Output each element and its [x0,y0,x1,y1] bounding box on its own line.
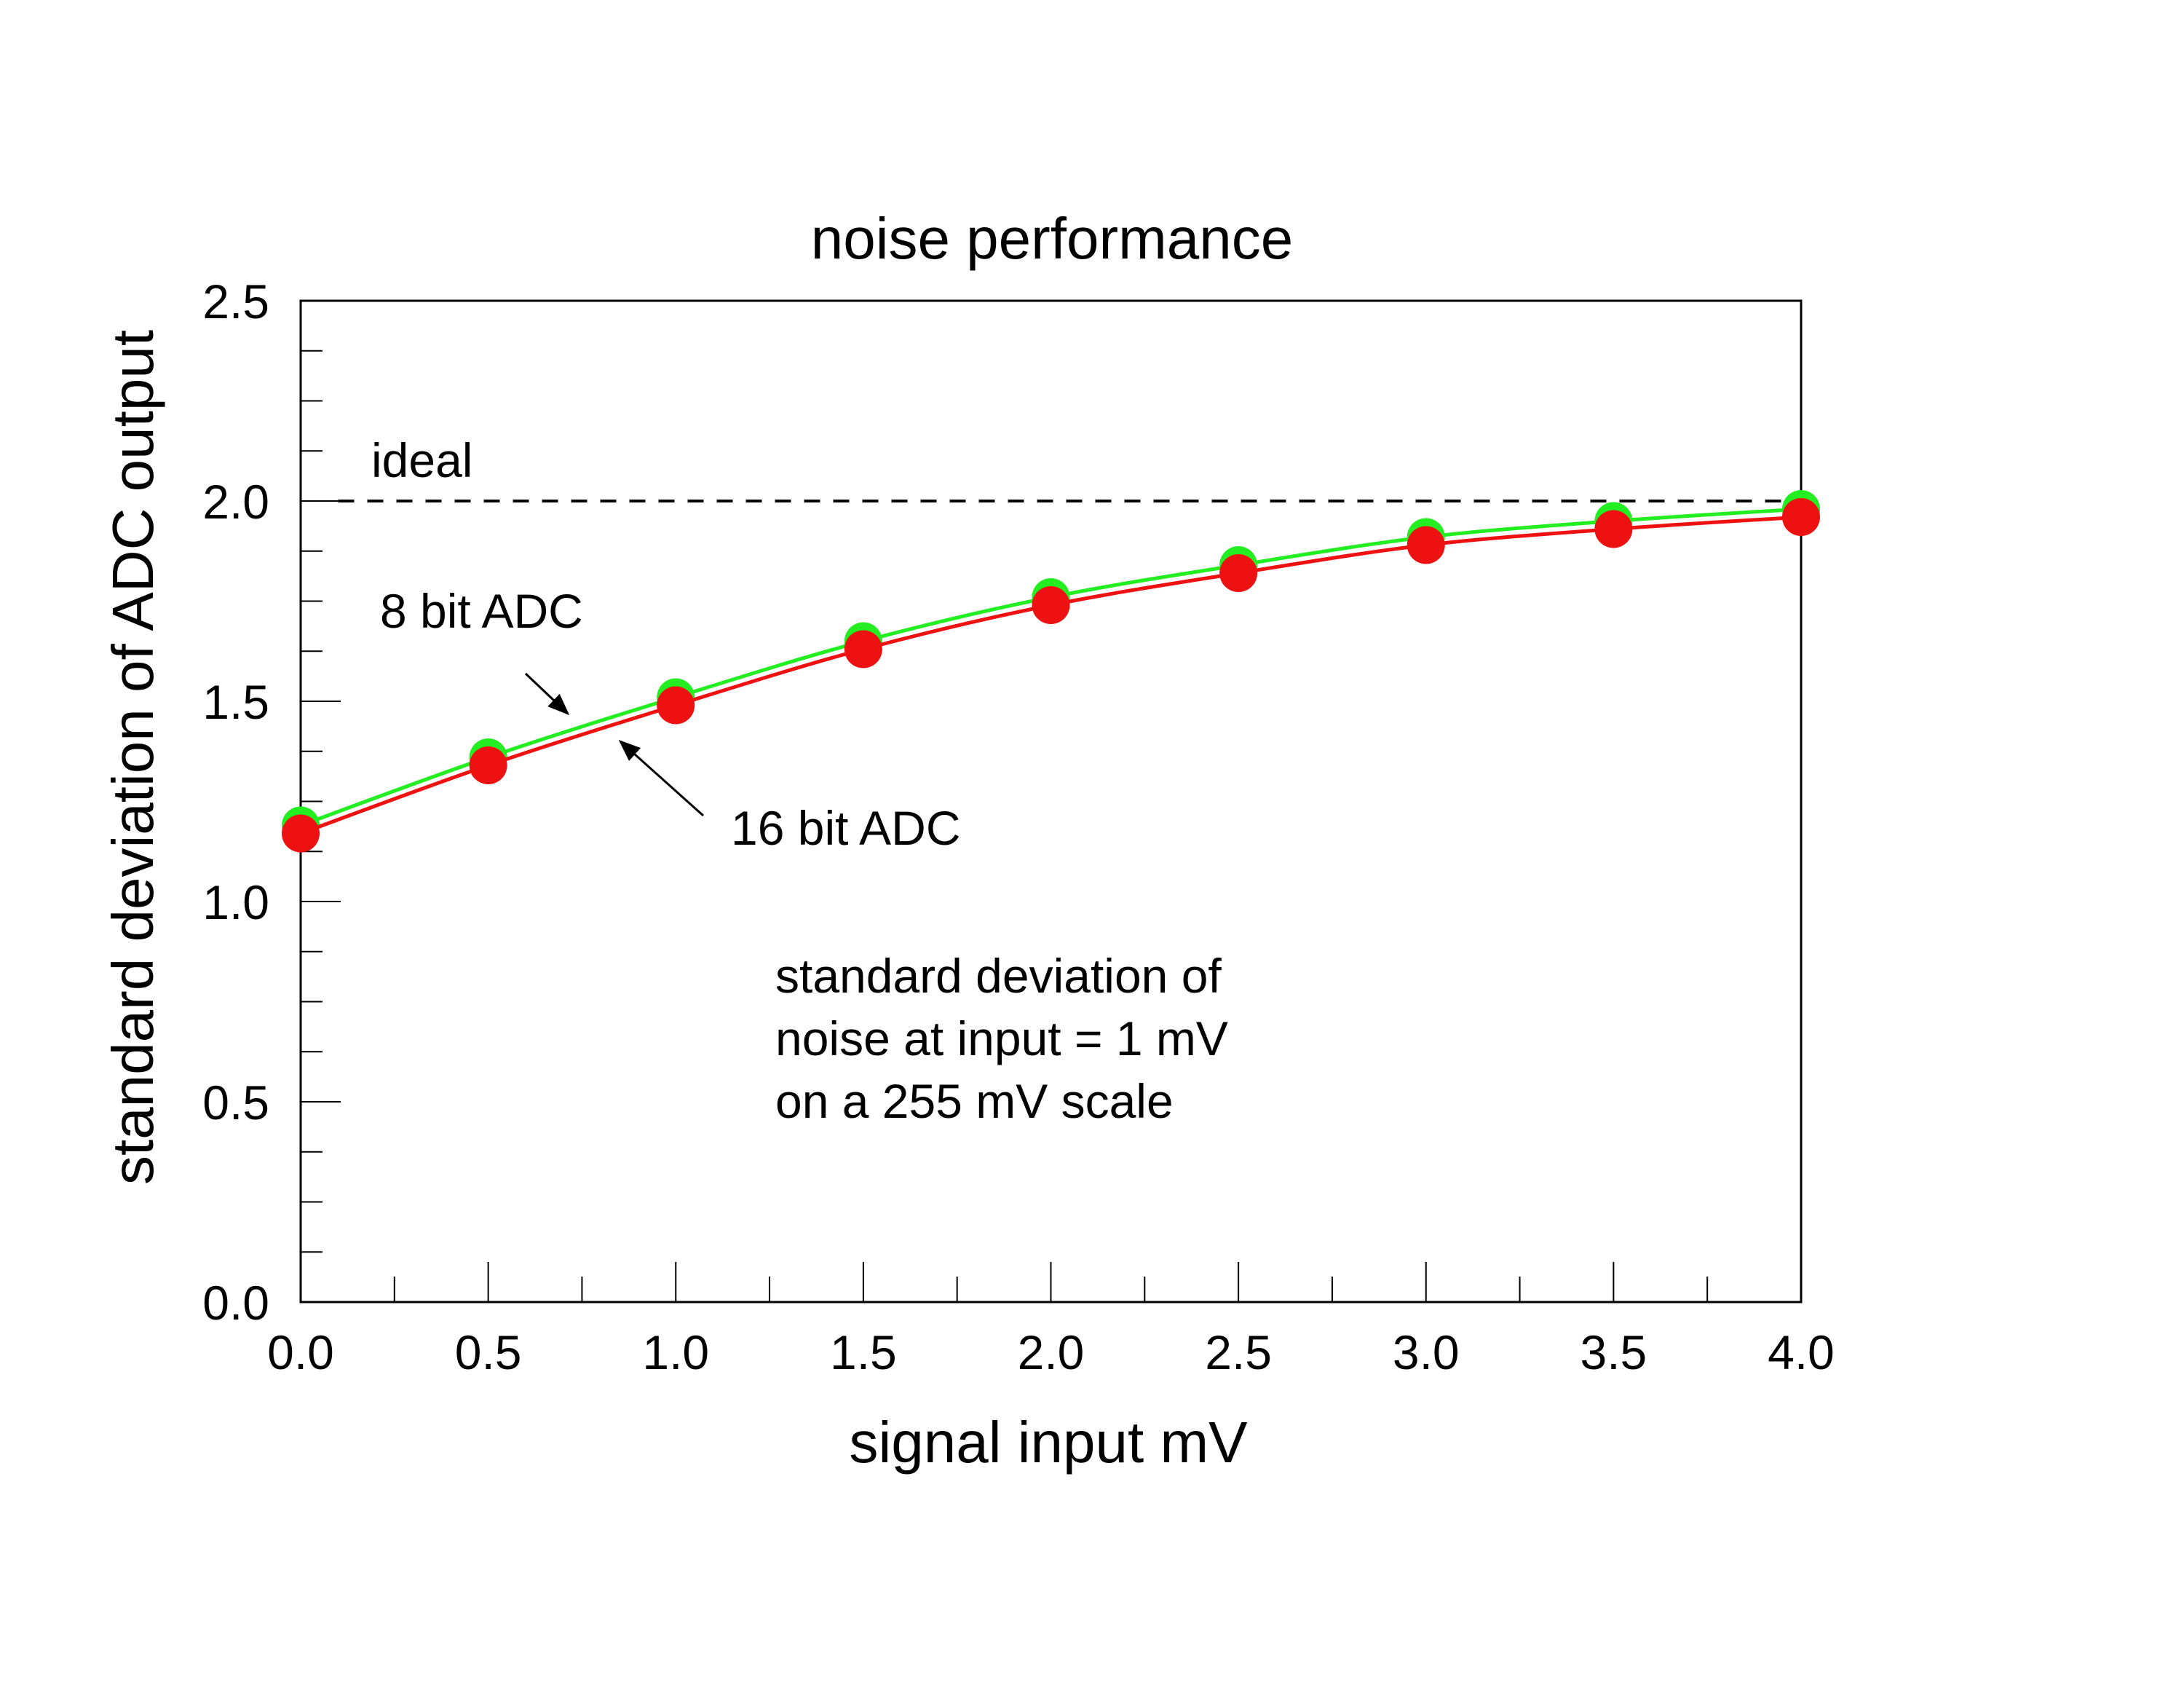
data-point [1782,498,1820,536]
y-tick-label: 0.0 [202,1276,269,1330]
series-line [300,515,1802,835]
axis-ticks [300,300,1802,1303]
series-line [300,507,1802,827]
plot-area-frame [299,299,1803,1304]
x-tick-label: 4.0 [1768,1325,1835,1379]
data-point [657,686,695,725]
x-tick-label: 0.0 [267,1325,334,1379]
label-16-bit-adc: 16 bit ADC [731,801,961,855]
y-tick-label: 0.5 [202,1076,269,1129]
y-tick-label: 1.5 [202,675,269,729]
y-tick-label: 2.0 [202,475,269,529]
series-labels: 8 bit ADC 16 bit ADC [380,584,961,855]
data-point [844,630,882,669]
y-axis-title: standard deviation of ADC output [100,330,165,1185]
y-axis-tick-labels: 0.0 0.5 1.0 1.5 2.0 2.5 [202,275,269,1330]
arrow-16-bit-adc [618,739,705,817]
series-layer [282,490,1820,853]
x-axis-tick-labels: 0.0 0.5 1.0 1.5 2.0 2.5 3.0 3.5 4.0 [267,1325,1835,1379]
x-tick-label: 2.5 [1205,1325,1272,1379]
arrow-8-bit-adc [524,672,570,716]
annotation-line: standard deviation of [775,949,1222,1003]
y-tick-label: 1.0 [202,875,269,929]
x-axis-title: signal input mV [850,1410,1249,1475]
series-8-bit-adc [282,490,1820,845]
x-tick-label: 3.5 [1580,1325,1647,1379]
data-point [469,746,507,784]
data-point [1406,526,1445,564]
x-tick-label: 1.0 [642,1325,709,1379]
x-tick-label: 0.5 [455,1325,522,1379]
x-tick-label: 1.5 [830,1325,897,1379]
x-tick-label: 2.0 [1018,1325,1085,1379]
annotation-line: noise at input = 1 mV [775,1011,1228,1065]
data-point [1032,586,1070,624]
x-tick-label: 3.0 [1393,1325,1460,1379]
label-8-bit-adc: 8 bit ADC [380,584,583,638]
series-16-bit-adc [282,498,1820,853]
data-point [282,814,320,853]
data-point [1594,510,1633,548]
y-tick-label: 2.5 [202,275,269,328]
chart-title: noise performance [811,206,1294,271]
data-point [1219,554,1258,592]
noise-annotation: standard deviation of noise at input = 1 … [775,949,1228,1128]
annotation-line: on a 255 mV scale [775,1074,1174,1128]
ideal-reference-label: ideal [371,433,472,487]
